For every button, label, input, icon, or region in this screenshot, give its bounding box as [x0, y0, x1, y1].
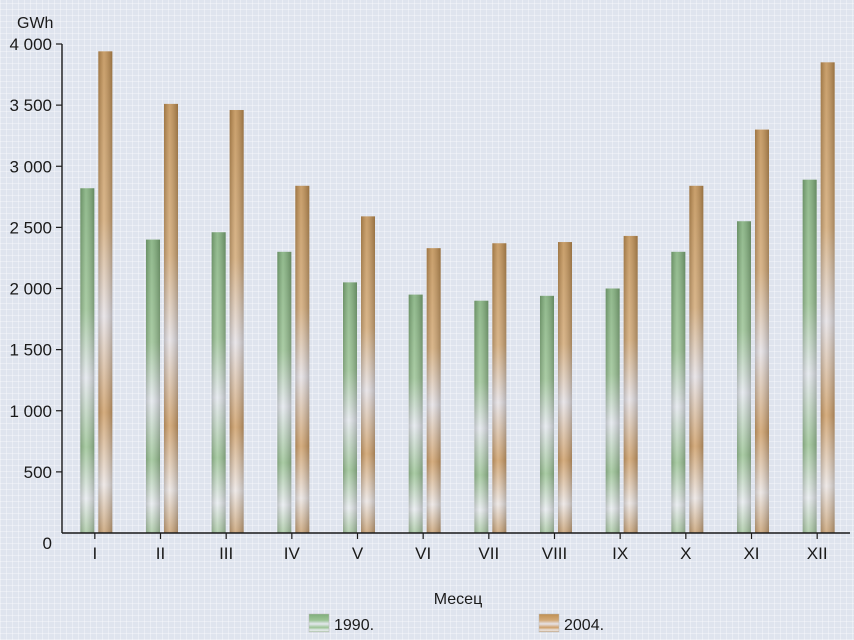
legend-swatch [308, 613, 330, 633]
y-tick-label: 3 000 [9, 157, 52, 176]
bar-1990-shading [211, 232, 226, 533]
x-tick-label: X [680, 544, 691, 563]
bar-1990-shading [671, 251, 686, 533]
legend-swatch [538, 613, 560, 633]
bar-1990-shading [605, 288, 620, 533]
bar-1990-shading [146, 239, 160, 533]
bar-2004-shading [820, 62, 835, 534]
bar-2004-shading [361, 216, 375, 533]
legend: 1990. 2004. [308, 613, 604, 634]
bar-2004-shading [98, 51, 113, 534]
bar-1990-shading [277, 251, 292, 533]
axes [56, 43, 850, 539]
bar-2004-shading [689, 185, 704, 533]
y-tick-label: 3 500 [9, 96, 52, 115]
x-tick-label: VII [478, 544, 499, 563]
bar-2004-shading [295, 185, 310, 533]
y-tick-label: 0 [43, 534, 52, 553]
x-tick-label: XII [807, 544, 828, 563]
x-tick-label: II [156, 544, 165, 563]
y-tick-label: 500 [24, 463, 52, 482]
x-tick-label: IX [612, 544, 628, 563]
y-tick-label: 4 000 [9, 35, 52, 54]
bar-1990-shading [737, 221, 751, 533]
y-tick-label: 2 000 [9, 280, 52, 299]
bar-2004-shading [623, 235, 638, 533]
legend-label: 1990. [334, 617, 374, 634]
x-tick-label: XI [743, 544, 759, 563]
bar-2004-shading [492, 243, 507, 533]
y-axis-tick-labels: 0 500 1 000 1 500 2 000 2 500 3 000 3 500 4 000 [9, 35, 52, 553]
bar-2004-shading [164, 103, 178, 533]
bar-2004-shading [755, 129, 769, 533]
x-tick-label: VIII [542, 544, 568, 563]
x-tick-label: IV [284, 544, 301, 563]
y-tick-label: 1 000 [9, 402, 52, 421]
bar-2004-shading [426, 248, 441, 533]
legend-label: 2004. [564, 617, 604, 634]
x-tick-label: VI [415, 544, 431, 563]
bar-1990-shading [80, 188, 95, 533]
bar-2004-shading [229, 110, 244, 533]
bar-1990-shading [540, 295, 554, 533]
x-tick-label: I [92, 544, 97, 563]
y-tick-label: 1 500 [9, 341, 52, 360]
y-axis-unit-label: GWh [17, 15, 53, 32]
bar-1990-shading [408, 294, 423, 533]
x-axis-tick-labels: I II III IV V VI VII VIII IX X XI XII [92, 544, 827, 563]
bar-1990-shading [474, 300, 489, 533]
x-axis-title: Месец [434, 591, 482, 608]
bar-1990-shading [343, 282, 357, 533]
bars [80, 51, 835, 534]
bar-1990-shading [802, 179, 817, 533]
y-tick-label: 2 500 [9, 218, 52, 237]
x-tick-label: III [219, 544, 233, 563]
x-tick-label: V [352, 544, 364, 563]
bar-2004-shading [558, 242, 572, 534]
